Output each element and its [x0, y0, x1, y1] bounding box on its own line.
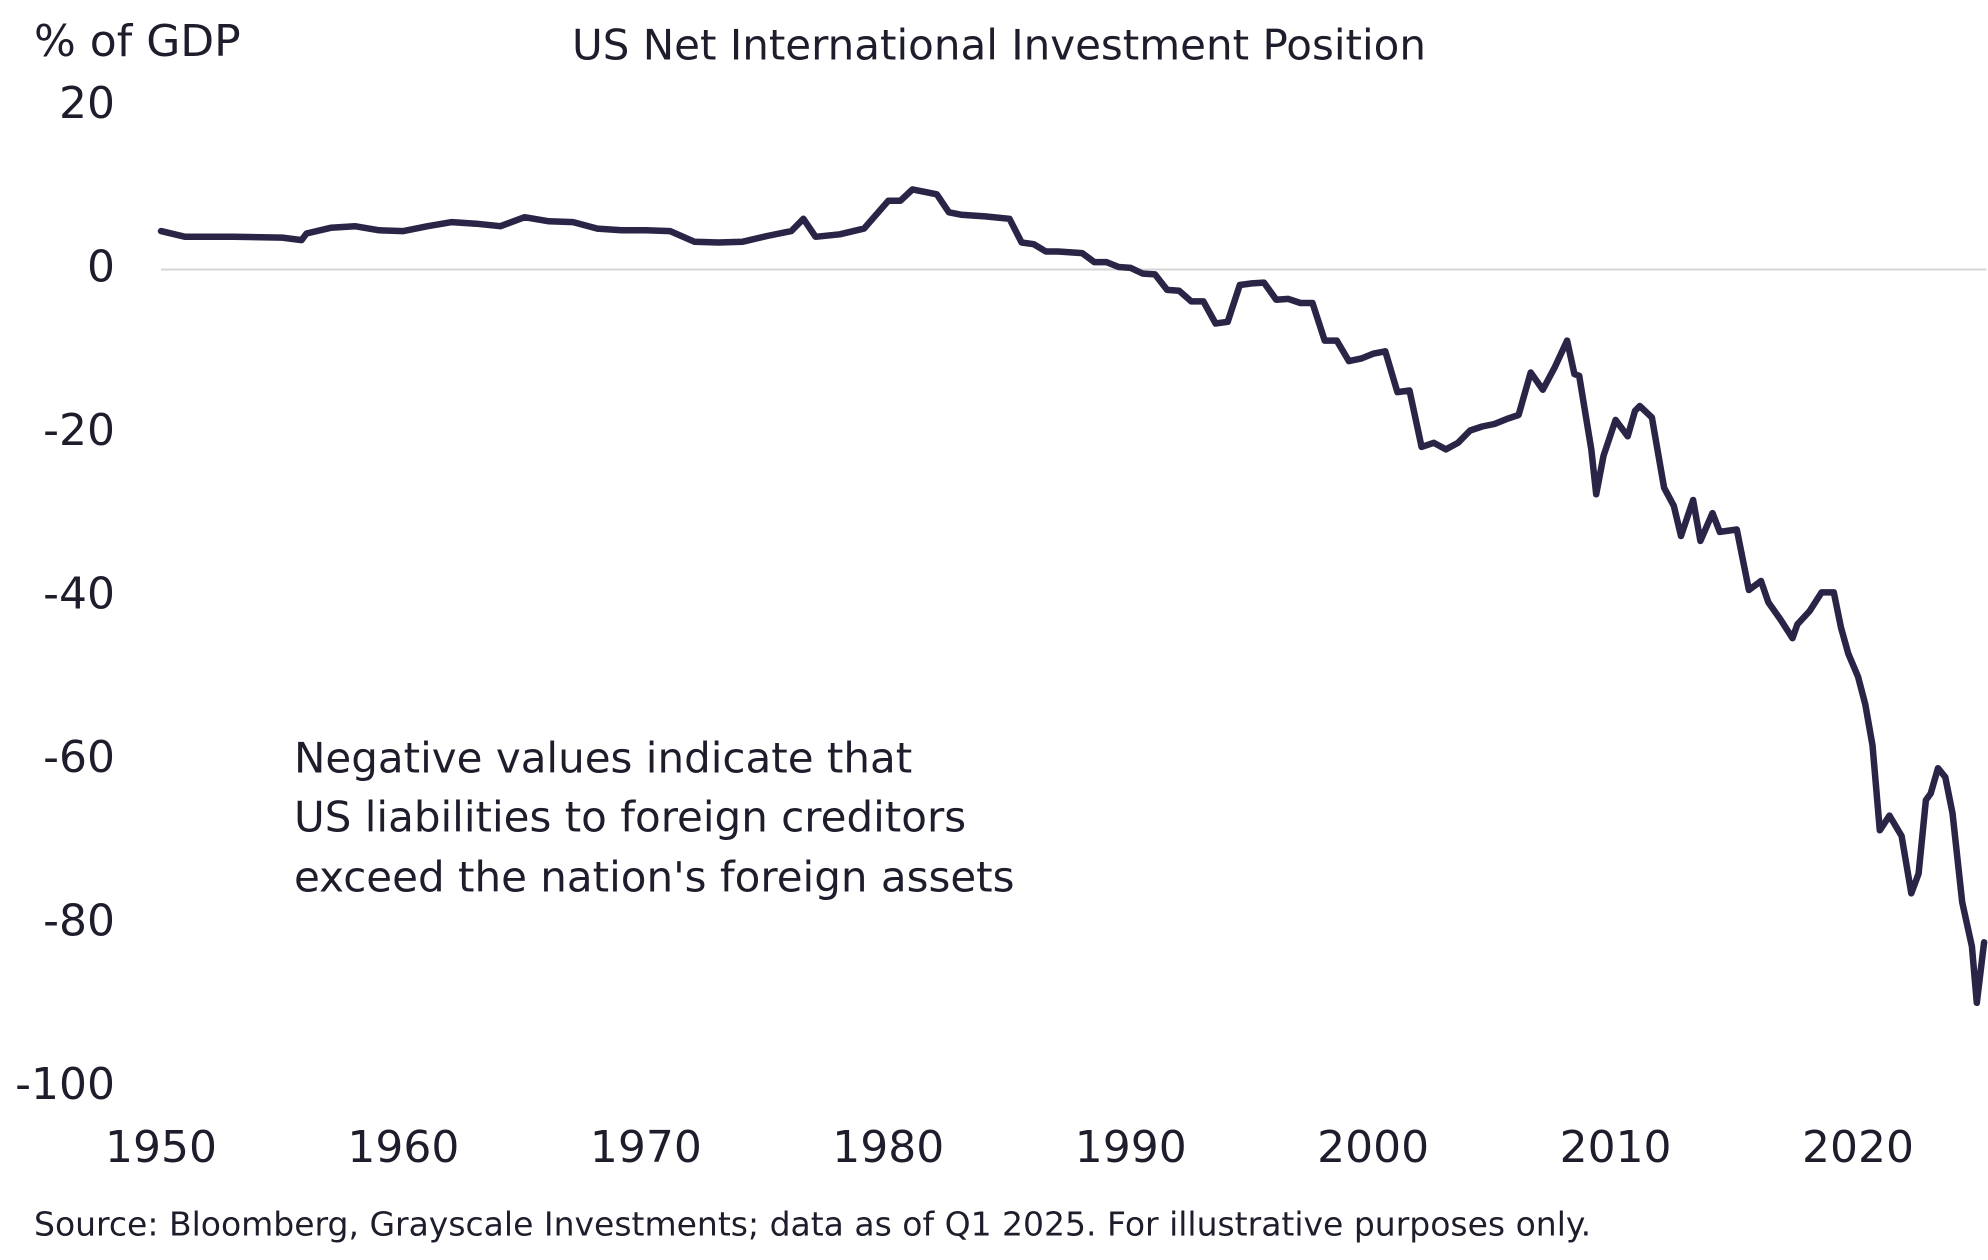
x-tick-label: 1950: [105, 1122, 217, 1173]
x-tick-label: 2010: [1560, 1122, 1672, 1173]
x-tick-label: 2000: [1317, 1122, 1429, 1173]
y-tick-label: 20: [59, 78, 115, 129]
y-tick-label: 0: [87, 242, 115, 293]
y-tick-label: -60: [43, 732, 115, 783]
x-tick-label: 1960: [347, 1122, 459, 1173]
annotation: Negative values indicate that: [294, 734, 912, 783]
x-tick-label: 1980: [832, 1122, 944, 1173]
chart-title: US Net International Investment Position: [572, 21, 1426, 70]
annotation: exceed the nation's foreign assets: [294, 853, 1015, 902]
data-line: [157, 186, 1988, 1007]
x-tick-label: 2020: [1802, 1122, 1914, 1173]
annotation: US liabilities to foreign creditors: [294, 793, 966, 842]
x-tick-label: 1990: [1075, 1122, 1187, 1173]
y-tick-label: -80: [43, 896, 115, 947]
x-tick-label: 1970: [590, 1122, 702, 1173]
y-tick-label: -100: [15, 1059, 115, 1110]
y-tick-label: -40: [43, 569, 115, 620]
y-tick-label: -20: [43, 405, 115, 456]
y-axis-label: % of GDP: [34, 16, 241, 67]
source-note: Source: Bloomberg, Grayscale Investments…: [34, 1205, 1591, 1244]
